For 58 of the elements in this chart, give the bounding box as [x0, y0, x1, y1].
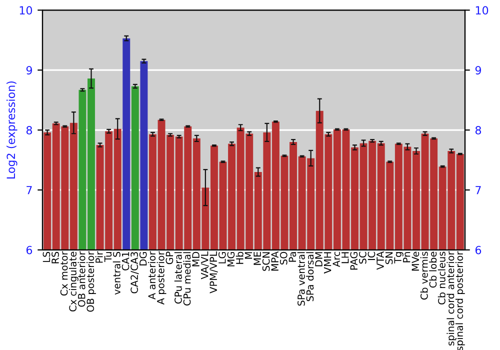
y-tick-label: 10 [20, 6, 32, 15]
x-tick-label: LG [218, 252, 226, 264]
x-tick-label: VMH [324, 252, 332, 274]
x-tick-label: A anterior [148, 251, 156, 300]
x-tick-label: CPu lateral [174, 252, 182, 304]
x-tick-label: SCN [262, 252, 270, 271]
y-axis-title: Log2 (expression) [6, 81, 18, 178]
x-tick-label: MD [192, 252, 200, 266]
x-tick-label: CA2/CA3 [130, 252, 139, 294]
y2-tick-label: 7 [476, 186, 481, 194]
x-tick-label: SPa dorsal [306, 252, 314, 302]
x-tick-label: OB anterior [78, 251, 86, 307]
x-tick-label: MVe [412, 252, 420, 271]
x-tick-label: LS [42, 252, 50, 262]
x-tick-label: LH [342, 252, 349, 264]
y-tick-label: 8 [26, 126, 32, 134]
y2-tick-label: 8 [475, 126, 482, 134]
y2-tick-label: 10 [476, 6, 488, 15]
x-tick-label: VA/VL [201, 251, 210, 280]
x-tick-label: Tg [394, 252, 404, 264]
x-tick-label: Tu [104, 252, 112, 262]
y-tick-label: 9 [26, 66, 32, 74]
x-tick-label: DG [139, 252, 147, 266]
x-tick-label: SPa ventral [297, 252, 305, 306]
x-tick-label: SN [385, 252, 393, 264]
x-tick-label: VPM/VPL [210, 251, 218, 294]
x-tick-label: Cb vermis [420, 252, 428, 300]
y2-tick-label: 9 [475, 66, 482, 74]
x-tick-label: MPA [271, 251, 278, 271]
x-tick-label: MG [227, 252, 235, 266]
x-tick-label: A posterior [156, 251, 166, 305]
x-tick-label: VTA [376, 251, 384, 270]
x-tick-label: spinal cord anterior [446, 251, 456, 346]
x-tick-label: ME [254, 252, 261, 265]
x-tick-label: Arc [332, 252, 340, 267]
x-tick-label: RS [52, 252, 59, 264]
x-tick-label: Pn [403, 252, 410, 262]
x-tick-label: Cb nucleus [438, 252, 446, 304]
x-tick-label: IC [368, 252, 376, 260]
x-tick-label: Cb lobe [429, 252, 437, 288]
y2-tick-label: 6 [476, 246, 482, 254]
x-tick-label: Cx cingulate [68, 252, 78, 312]
x-tick-label: PAG [350, 252, 358, 270]
y-tick-label: 7 [26, 186, 32, 194]
x-tick-label: SC [359, 252, 366, 264]
y-tick-label: 6 [26, 246, 32, 254]
x-tick-label: GP [166, 252, 174, 264]
x-tick-label: CA1 [122, 252, 130, 270]
x-tick-label: CPu medial [183, 252, 191, 306]
x-tick-label: OB posterior [86, 251, 96, 312]
x-tick-label: Pa [288, 252, 296, 262]
x-tick-label: SO [280, 252, 288, 264]
x-tick-label: Pir [95, 251, 103, 263]
x-tick-label: Hb [236, 252, 244, 264]
x-tick-label: DM [315, 252, 322, 266]
x-tick-label: Cx motor [60, 251, 68, 296]
x-tick-label: ventral S [112, 252, 120, 295]
x-tick-label: M [244, 252, 252, 259]
